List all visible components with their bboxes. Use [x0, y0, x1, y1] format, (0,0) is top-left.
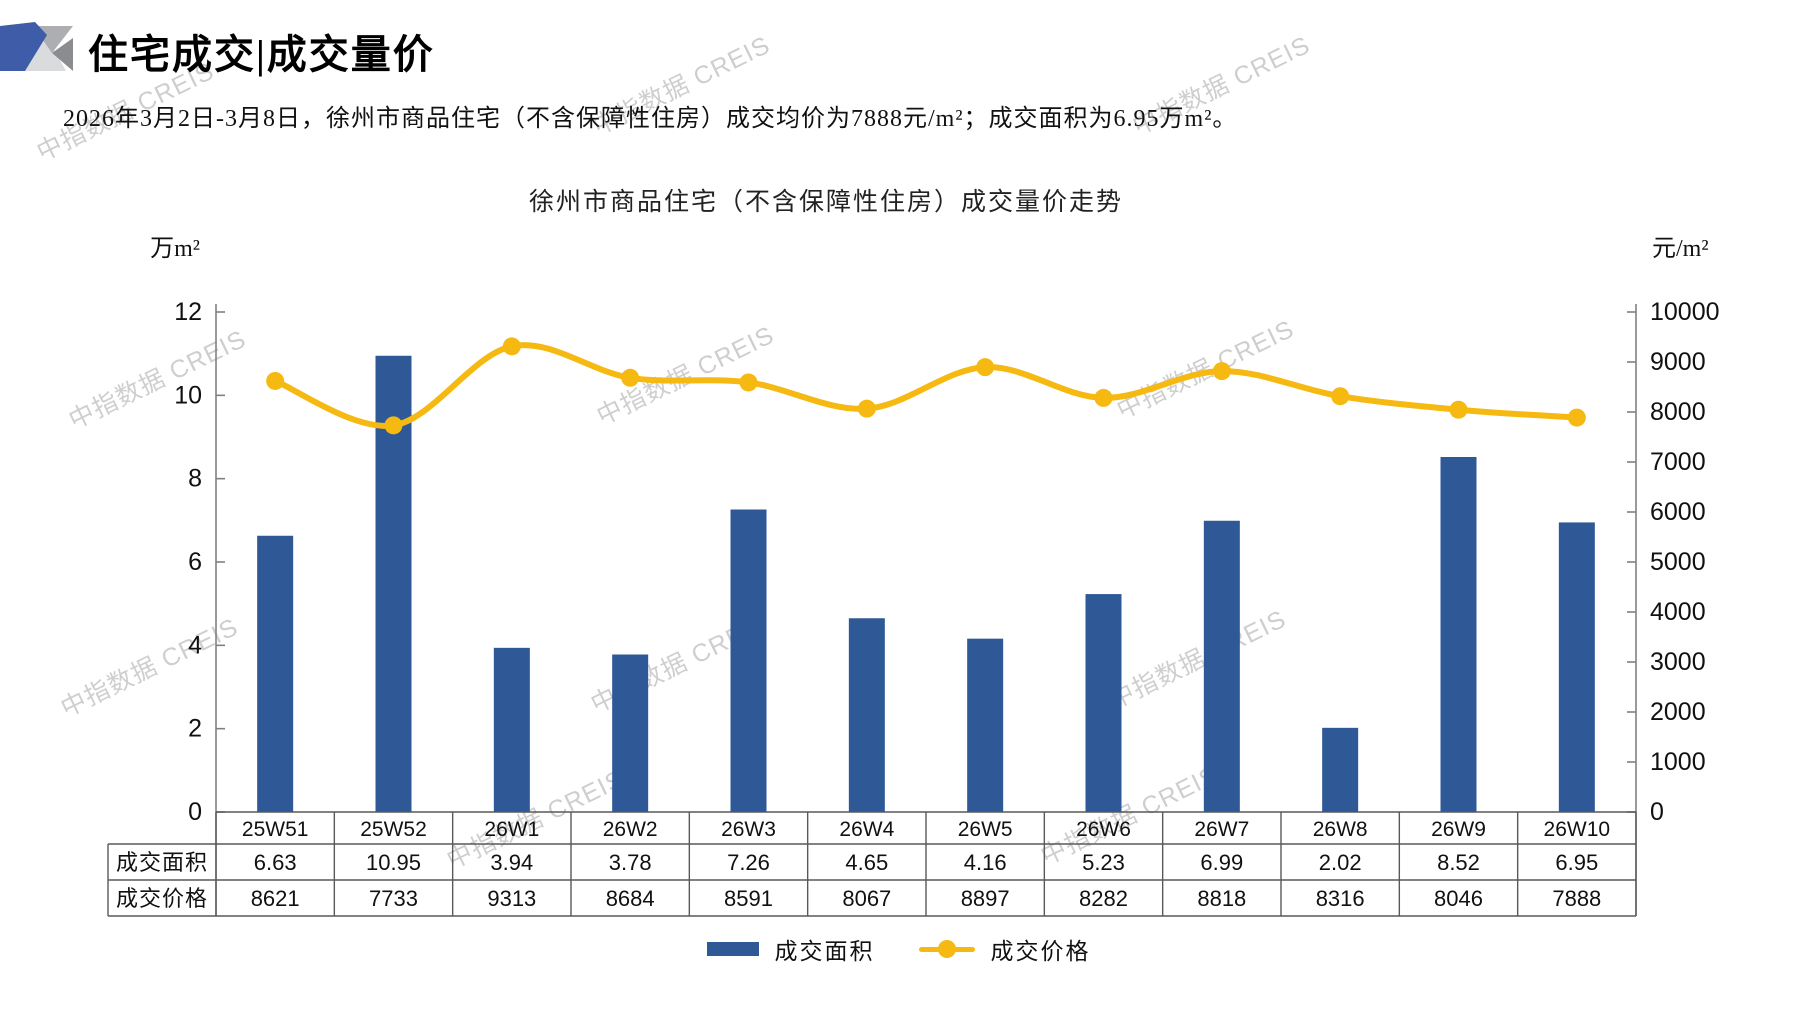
bar-26W6: [1085, 594, 1122, 812]
left-axis-tick-label: 10: [174, 381, 202, 409]
table-area-value: 5.23: [1082, 850, 1125, 875]
bar-25W51: [257, 535, 294, 812]
price-point-26W4: [857, 399, 876, 418]
bar-26W9: [1440, 457, 1477, 812]
table-price-value: 8591: [724, 886, 773, 911]
table-price-value: 9313: [487, 886, 536, 911]
table-area-value: 6.63: [254, 850, 297, 875]
bar-26W4: [848, 618, 885, 812]
table-price-value: 8282: [1079, 886, 1128, 911]
price-point-26W2: [621, 368, 640, 387]
table-price-value: 8818: [1197, 886, 1246, 911]
legend-bar-swatch: [706, 942, 759, 956]
left-axis-tick-label: 8: [188, 465, 202, 493]
legend-line-swatch: [918, 940, 975, 958]
bar-26W7: [1203, 520, 1240, 812]
table-price-value: 8316: [1316, 886, 1365, 911]
table-area-value: 3.78: [609, 850, 652, 875]
left-axis-tick-label: 2: [188, 715, 202, 743]
legend-bar-label: 成交面积: [774, 939, 875, 964]
table-area-value: 4.65: [845, 850, 888, 875]
table-week-label: 26W2: [603, 818, 658, 841]
right-axis-tick-label: 8000: [1650, 398, 1706, 426]
table-week-label: 26W7: [1194, 818, 1249, 841]
table-row-label-area: 成交面积: [116, 850, 208, 875]
left-axis-tick-label: 12: [174, 298, 202, 326]
price-point-26W8: [1331, 387, 1350, 406]
bar-26W3: [730, 509, 767, 812]
left-axis-tick-label: 4: [188, 631, 202, 659]
price-point-25W52: [384, 416, 403, 435]
table-price-value: 8046: [1434, 886, 1483, 911]
table-week-label: 26W4: [839, 818, 894, 841]
price-point-26W3: [739, 373, 758, 392]
table-price-value: 8621: [251, 886, 300, 911]
table-price-value: 7888: [1552, 886, 1601, 911]
price-point-26W1: [502, 337, 521, 356]
table-week-label: 26W8: [1313, 818, 1368, 841]
left-axis-tick-label: 6: [188, 548, 202, 576]
table-week-label: 26W5: [958, 818, 1013, 841]
table-area-value: 10.95: [366, 850, 421, 875]
summary-text: 2026年3月2日-3月8日，徐州市商品住宅（不含保障性住房）成交均价为7888…: [63, 106, 1238, 132]
table-price-value: 8684: [606, 886, 655, 911]
table-week-label: 26W6: [1076, 818, 1131, 841]
legend-line-dot-icon: [937, 940, 956, 958]
right-axis-tick-label: 10000: [1650, 298, 1720, 326]
price-point-26W6: [1094, 388, 1113, 407]
bar-26W2: [612, 654, 649, 812]
right-axis-tick-label: 7000: [1650, 448, 1706, 476]
bar-26W1: [493, 647, 530, 812]
table-row-label-price: 成交价格: [116, 886, 208, 911]
right-axis-tick-label: 4000: [1650, 598, 1706, 626]
right-axis-unit-label: 元/m²: [1652, 236, 1709, 262]
price-line: [272, 342, 1580, 429]
logo-dark-triangle: [52, 38, 73, 71]
right-axis-tick-label: 6000: [1650, 498, 1706, 526]
table-area-value: 4.16: [964, 850, 1007, 875]
table-week-label: 25W51: [242, 818, 309, 841]
price-point-26W10: [1567, 408, 1586, 427]
left-axis-tick-label: 0: [188, 798, 202, 826]
table-area-value: 3.94: [490, 850, 533, 875]
table-week-label: 25W52: [360, 818, 427, 841]
price-point-25W51: [266, 371, 285, 390]
table-week-label: 26W3: [721, 818, 776, 841]
chart-legend: 成交面积 成交价格: [0, 932, 1797, 966]
table-area-value: 2.02: [1319, 850, 1362, 875]
table-week-label: 26W1: [484, 818, 539, 841]
price-point-26W5: [976, 358, 995, 377]
right-axis-tick-label: 5000: [1650, 548, 1706, 576]
price-point-26W7: [1212, 362, 1231, 381]
chart-title: 徐州市商品住宅（不含保障性住房）成交量价走势: [528, 189, 1123, 216]
left-axis-unit-label: 万m²: [150, 236, 200, 262]
table-area-value: 7.26: [727, 850, 770, 875]
table-area-value: 6.99: [1200, 850, 1243, 875]
right-axis-tick-label: 0: [1650, 798, 1664, 826]
right-axis-tick-label: 3000: [1650, 648, 1706, 676]
bar-26W8: [1322, 727, 1359, 812]
bar-26W10: [1558, 522, 1595, 812]
right-axis-tick-label: 2000: [1650, 698, 1706, 726]
table-week-label: 26W9: [1431, 818, 1486, 841]
table-price-value: 8067: [842, 886, 891, 911]
creis-logo-icon: [0, 22, 73, 71]
legend-line-label: 成交价格: [990, 939, 1091, 964]
table-price-value: 7733: [369, 886, 418, 911]
price-point-26W9: [1449, 400, 1468, 419]
logo-light-triangle: [25, 35, 66, 71]
table-area-value: 6.95: [1555, 850, 1598, 875]
table-week-label: 26W10: [1544, 818, 1611, 841]
right-axis-tick-label: 1000: [1650, 748, 1706, 776]
right-axis-tick-label: 9000: [1650, 348, 1706, 376]
bar-26W5: [967, 638, 1004, 812]
table-price-value: 8897: [961, 886, 1010, 911]
logo-blue-shape: [0, 22, 47, 71]
table-area-value: 8.52: [1437, 850, 1480, 875]
page-title: 住宅成交|成交量价: [88, 32, 435, 77]
